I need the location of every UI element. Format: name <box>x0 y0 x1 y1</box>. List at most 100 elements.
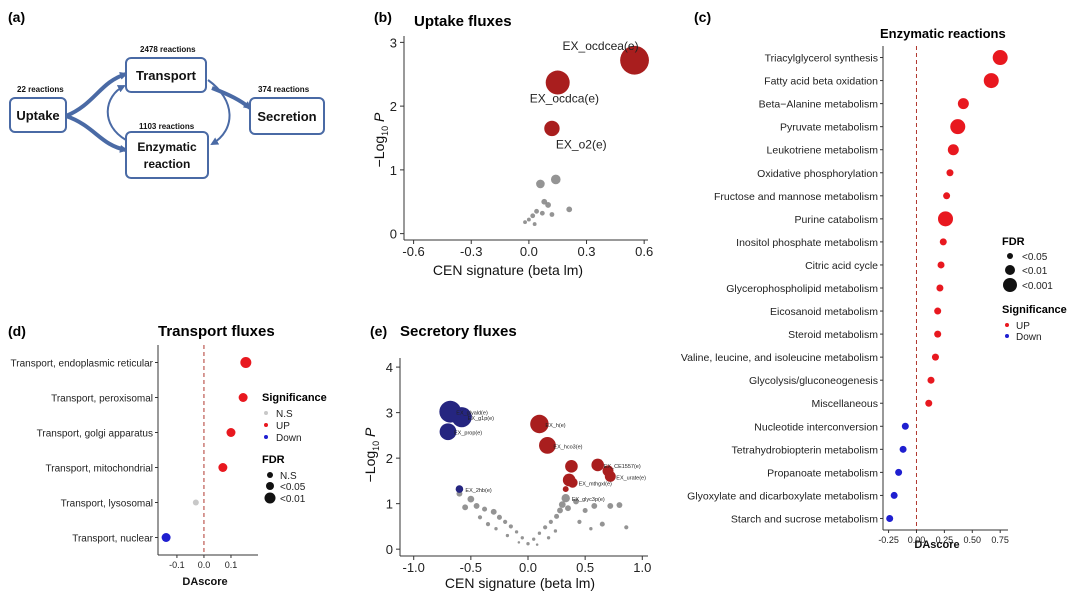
panel-d-sig-label-down: Down <box>276 433 302 444</box>
panel-e-point-label: EX_h(e) <box>545 423 565 429</box>
panel-b-point <box>532 222 537 226</box>
panel-e-point <box>530 414 549 434</box>
panel-e-point-label: EX_glyc3p(e) <box>572 497 605 503</box>
panel-c-dot <box>934 307 942 315</box>
panel-c-category-label: Inositol phosphate metabolism <box>736 237 878 249</box>
panel-e-point <box>624 525 629 530</box>
panel-e-point <box>561 493 570 503</box>
panel-c-label: (c) <box>694 9 711 25</box>
panel-b-label: (b) <box>374 9 392 25</box>
panel-c-category-label: Triacylglycerol synthesis <box>765 53 878 65</box>
panel-c-category-label: Citric acid cycle <box>805 260 878 272</box>
panel-d-dot <box>240 357 252 368</box>
panel-c-dot <box>943 192 951 200</box>
panel-e-point-label: EX_g1p(e) <box>468 416 494 422</box>
panel-d-title: Transport fluxes <box>158 323 275 340</box>
arrow-uptake-enzymatic <box>65 114 128 153</box>
panel-e-point <box>517 541 521 544</box>
panel-e-point <box>562 486 569 493</box>
panel-d-label: (d) <box>8 323 26 339</box>
panel-e-ytick-label: 1 <box>386 497 393 512</box>
panel-e-point <box>543 525 548 530</box>
panel-c-category-label: Purine catabolism <box>795 214 879 226</box>
panel-d-xtick-label: 0.0 <box>198 560 211 570</box>
panel-b-ylabel: −Log10 P <box>371 112 390 167</box>
panel-c-xtick-label: 0.75 <box>991 535 1009 545</box>
panel-c-category-label: Propanoate metabolism <box>767 467 878 479</box>
panel-c-category-label: Glycerophospholipid metabolism <box>726 283 878 295</box>
uptake-count: 22 reactions <box>17 85 64 94</box>
panel-e-point <box>485 522 491 527</box>
arrow-transport-secretion <box>211 86 252 110</box>
enzymatic-count: 1103 reactions <box>139 122 195 131</box>
panel-e-point <box>539 436 556 454</box>
panel-c-category-label: Nucleotide interconversion <box>754 421 878 433</box>
panel-d-category-label: Transport, mitochondrial <box>46 464 153 475</box>
panel-c-xtick-label: 0.00 <box>908 535 926 545</box>
panel-e: (e) Secretory fluxes CEN signature (beta… <box>362 323 651 591</box>
panel-c-fdr-dot-3 <box>1003 278 1017 292</box>
panel-e-point <box>604 470 616 482</box>
panel-c-category-label: Starch and sucrose metabolism <box>731 513 878 525</box>
panel-e-point <box>616 502 623 508</box>
uptake-box <box>9 97 67 133</box>
panel-e-point <box>439 400 462 423</box>
panel-c-fdr-dot-1 <box>1007 253 1013 259</box>
panel-e-point <box>565 460 578 473</box>
panel-c-dot <box>901 422 909 430</box>
panel-e-xtick-label: 0.5 <box>576 560 594 575</box>
panel-c-xlabel: DAscore <box>914 539 959 551</box>
panel-c-dot <box>983 73 999 89</box>
panel-e-xtick-label: -0.5 <box>460 560 482 575</box>
secretion-title: Secretion <box>257 109 316 124</box>
panel-a-label: (a) <box>8 9 25 25</box>
panel-e-ytick-label: 4 <box>386 360 393 375</box>
panel-b-xtick-label: -0.3 <box>460 244 482 259</box>
panel-b-point <box>620 45 649 75</box>
panel-e-point <box>565 505 571 512</box>
panel-c-dot <box>899 445 907 453</box>
secretion-count: 374 reactions <box>258 85 310 94</box>
panel-d: (d) Transport fluxes DAscore Significanc… <box>8 323 327 588</box>
panel-e-ytick-label: 0 <box>386 542 393 557</box>
panel-b-point <box>549 212 555 217</box>
panel-c-category-label: Fructose and mannose metabolism <box>714 191 878 203</box>
panel-e-point <box>505 533 510 538</box>
panel-c-dot <box>934 330 942 338</box>
panel-c: (c) Enzymatic reactions DAscore FDR <0.0… <box>681 9 1067 551</box>
panel-c-category-label: Beta−Alanine metabolism <box>759 99 879 111</box>
panel-b-xlabel: CEN signature (beta lm) <box>433 262 583 278</box>
panel-c-dot <box>950 119 966 135</box>
panel-c-category-label: Fatty acid beta oxidation <box>764 76 878 88</box>
panel-e-point <box>599 521 605 527</box>
panel-c-dot <box>938 211 953 227</box>
panel-e-xtick-label: -1.0 <box>403 560 425 575</box>
panel-c-fdr-label-2: <0.01 <box>1022 266 1048 277</box>
panel-e-point <box>535 543 539 546</box>
panel-e-point-label: EX_glyald(e) <box>456 411 488 417</box>
panel-c-category-label: Tetrahydrobiopterin metabolism <box>732 444 879 456</box>
panel-c-sig-dot-up <box>1005 323 1009 327</box>
panel-d-sig-label-ns: N.S <box>276 409 293 420</box>
panel-b-point <box>545 70 570 95</box>
panel-b-point-label: EX_ocdca(e) <box>530 92 599 106</box>
panel-e-title: Secretory fluxes <box>400 323 517 340</box>
panel-d-fdr-dot-1 <box>267 472 273 478</box>
panel-b-xtick-label: 0.6 <box>635 244 653 259</box>
panel-b-point <box>534 208 539 214</box>
panel-c-dot <box>927 376 935 384</box>
panel-b-title: Uptake fluxes <box>414 13 512 30</box>
panel-e-point <box>455 485 464 493</box>
panel-e-point <box>532 537 536 541</box>
panel-e-xlabel: CEN signature (beta lm) <box>445 575 595 591</box>
panel-e-point-label: EX_prop(e) <box>454 431 482 437</box>
panel-b-ytick-label: 3 <box>390 35 397 50</box>
panel-b-point <box>550 174 561 185</box>
panel-a: (a) 22 reactions 2478 reactions 1103 rea… <box>8 9 325 179</box>
panel-d-category-label: Transport, nuclear <box>72 534 153 545</box>
panel-e-point-label: EX_hco3(e) <box>553 444 582 450</box>
panel-c-sig-label-up: UP <box>1016 321 1030 332</box>
panel-e-point <box>548 519 553 524</box>
panel-c-category-label: Steroid metabolism <box>788 329 878 341</box>
